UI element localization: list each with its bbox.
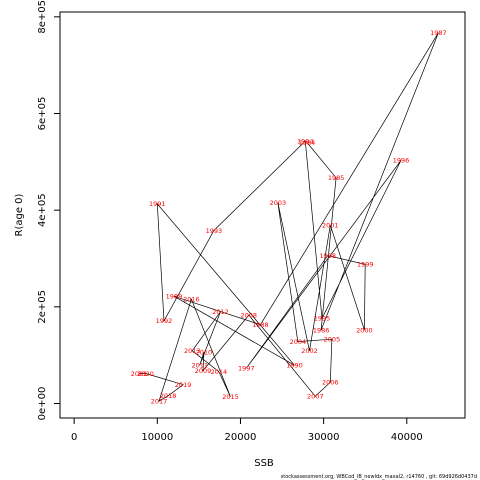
point-label-2006: 2006 (322, 379, 339, 387)
point-label-1991: 1991 (149, 200, 166, 208)
point-label-2008: 2008 (241, 311, 258, 319)
point-label-2011: 2011 (191, 362, 208, 370)
x-tick-label-2: 20000 (225, 432, 257, 443)
point-label-2007: 2007 (307, 393, 324, 401)
point-label-2005: 2005 (324, 336, 341, 344)
y-tick-label-0: 0e+00 (37, 387, 48, 421)
point-label-1999: 1999 (357, 261, 374, 269)
point-label-2017: 2017 (151, 397, 168, 405)
recruitment-trajectory-line (139, 32, 439, 402)
point-label-1997: 1997 (238, 365, 255, 373)
point-label-1989: 1989 (166, 293, 183, 301)
y-tick-label-1: 2e+05 (37, 290, 48, 324)
point-label-1992: 1992 (156, 317, 173, 325)
point-label-1995: 1995 (314, 315, 331, 323)
point-label-1985: 1985 (328, 174, 345, 182)
plot-frame (59, 11, 466, 419)
point-label-2004: 2004 (290, 338, 307, 346)
point-label-2018: 2018 (160, 392, 177, 400)
point-label-1990: 1990 (286, 362, 303, 370)
point-label-1984: 1984 (299, 139, 316, 147)
point-label-2013: 2013 (184, 347, 201, 355)
point-label-1986: 1986 (313, 326, 330, 334)
y-tick-label-3: 6e+05 (37, 97, 48, 131)
year-labels: 1984 1985 1986 1987 1988 1989 1990 1991 1992 1993… (131, 29, 447, 405)
x-axis: 0 10000 20000 30000 40000 (71, 418, 423, 443)
point-label-1987: 1987 (430, 29, 447, 37)
point-label-2009: 2009 (195, 367, 212, 375)
point-label-2010: 2010 (196, 349, 213, 357)
point-label-2016: 2016 (183, 295, 200, 303)
x-tick-label-4: 40000 (391, 432, 423, 443)
point-label-2014: 2014 (211, 368, 228, 376)
point-label-2000: 2000 (356, 326, 373, 334)
point-label-1996: 1996 (393, 157, 410, 165)
point-label-2015: 2015 (222, 393, 239, 401)
point-label-2012: 2012 (212, 308, 229, 316)
point-label-2019: 2019 (175, 381, 192, 389)
x-tick-label-1: 10000 (141, 432, 173, 443)
footer-credit: stockassessment.org, WBCod_lB_newldx_max… (281, 474, 477, 480)
y-tick-label-2: 4e+05 (37, 193, 48, 227)
point-label-1994: 1994 (297, 137, 314, 145)
x-tick-label-0: 0 (71, 432, 77, 443)
x-axis-title: SSB (254, 458, 274, 469)
point-label-1998: 1998 (320, 252, 337, 260)
point-label-2003: 2003 (270, 199, 287, 207)
y-tick-label-4: 8e+05 (37, 0, 48, 34)
point-label-2002: 2002 (301, 347, 318, 355)
point-label-1988: 1988 (252, 321, 269, 329)
y-axis-title: R(age 0) (14, 193, 25, 236)
x-tick-label-3: 30000 (308, 432, 340, 443)
point-label-2021: 2021 (131, 370, 148, 378)
point-label-2001: 2001 (322, 221, 339, 229)
point-label-2020: 2020 (137, 370, 154, 378)
point-label-1993: 1993 (206, 227, 223, 235)
y-axis: 0e+00 2e+05 4e+05 6e+05 8e+05 (37, 0, 60, 420)
